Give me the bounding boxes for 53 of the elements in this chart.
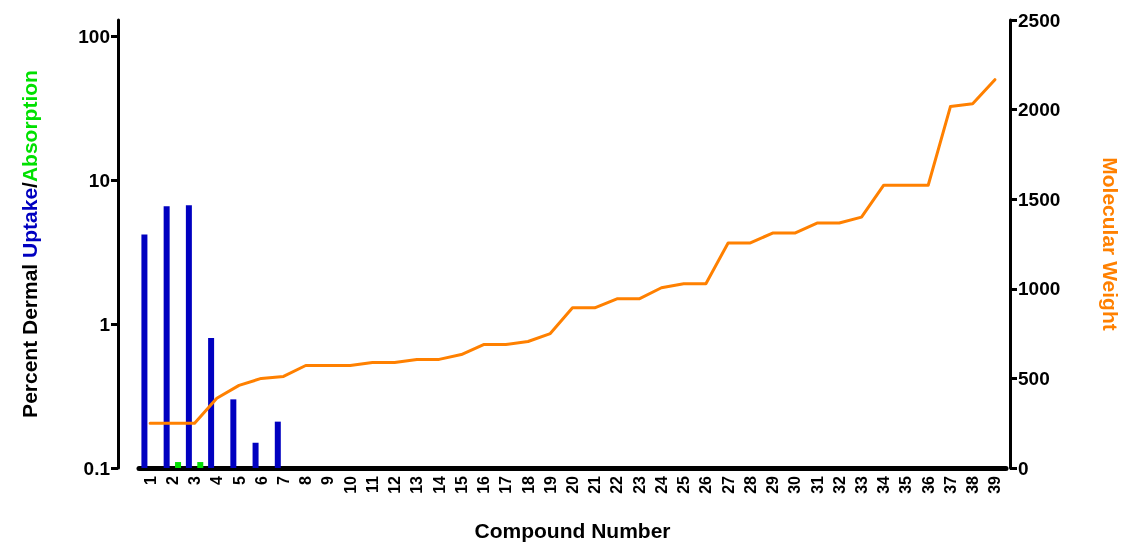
x-tick-label: 33 bbox=[853, 475, 870, 494]
x-axis-title: Compound Number bbox=[474, 519, 671, 542]
x-tick-label: 35 bbox=[897, 475, 915, 494]
x-tick-label: 7 bbox=[275, 475, 292, 485]
line-series bbox=[148, 78, 997, 425]
x-tick-label: 2 bbox=[163, 475, 181, 485]
x-tick-label: 1 bbox=[141, 475, 159, 485]
x-tick-label: 26 bbox=[697, 475, 715, 494]
x-tick-label: 23 bbox=[630, 475, 648, 494]
x-tick-label: 10 bbox=[341, 475, 359, 494]
y-tick-label: 100 bbox=[78, 25, 110, 47]
x-tick-label: 8 bbox=[297, 475, 315, 485]
y2-tick-label: 2500 bbox=[1018, 9, 1061, 31]
x-tick-label: 21 bbox=[586, 475, 604, 494]
x-tick-label: 30 bbox=[786, 475, 804, 494]
x-tick-label: 31 bbox=[808, 475, 826, 494]
x-tick-label: 11 bbox=[363, 475, 381, 493]
x-tick-label: 39 bbox=[986, 475, 1004, 494]
x-tick-label: 17 bbox=[497, 475, 515, 494]
y2-tick-label: 0 bbox=[1018, 457, 1029, 479]
x-tick-label: 22 bbox=[608, 475, 626, 494]
y2-tick-label: 1000 bbox=[1018, 278, 1061, 300]
x-tick-label: 5 bbox=[230, 475, 248, 485]
y2-axis-title: Molecular Weight bbox=[1099, 157, 1122, 331]
x-tick-label: 20 bbox=[564, 475, 581, 494]
y2-tick-label: 500 bbox=[1018, 367, 1050, 389]
x-tick-label: 19 bbox=[541, 475, 559, 494]
y-axis-title: Percent Dermal Uptake/Absorption bbox=[18, 70, 41, 418]
x-tick-label: 38 bbox=[964, 475, 982, 494]
x-tick-label: 36 bbox=[919, 475, 937, 494]
x-tick-label: 32 bbox=[830, 475, 848, 494]
x-tick-label: 9 bbox=[319, 475, 337, 485]
x-tick-label: 24 bbox=[652, 475, 670, 494]
x-tick-label: 15 bbox=[452, 475, 470, 494]
x-tick-label: 4 bbox=[208, 475, 226, 485]
x-tick-label: 25 bbox=[675, 475, 693, 494]
x-tick-label: 14 bbox=[430, 475, 448, 494]
y-tick-label: 1 bbox=[99, 313, 111, 335]
y-tick-label: 0.1 bbox=[83, 457, 111, 479]
x-tick-label: 37 bbox=[941, 475, 959, 494]
y-tick-label: 10 bbox=[88, 169, 110, 191]
x-tick-label: 3 bbox=[186, 475, 204, 485]
x-tick-label: 18 bbox=[519, 475, 537, 494]
x-tick-label: 29 bbox=[764, 475, 782, 494]
x-tick-label: 12 bbox=[386, 475, 404, 494]
x-tick-label: 16 bbox=[475, 475, 493, 494]
x-tick-label: 6 bbox=[252, 475, 270, 485]
x-tick-label: 27 bbox=[719, 475, 737, 494]
y2-tick-label: 1500 bbox=[1018, 188, 1061, 210]
x-tick-label: 13 bbox=[408, 475, 426, 494]
y2-tick-label: 2000 bbox=[1018, 99, 1061, 121]
x-tick-label: 34 bbox=[875, 475, 893, 494]
x-tick-label: 28 bbox=[741, 475, 759, 494]
